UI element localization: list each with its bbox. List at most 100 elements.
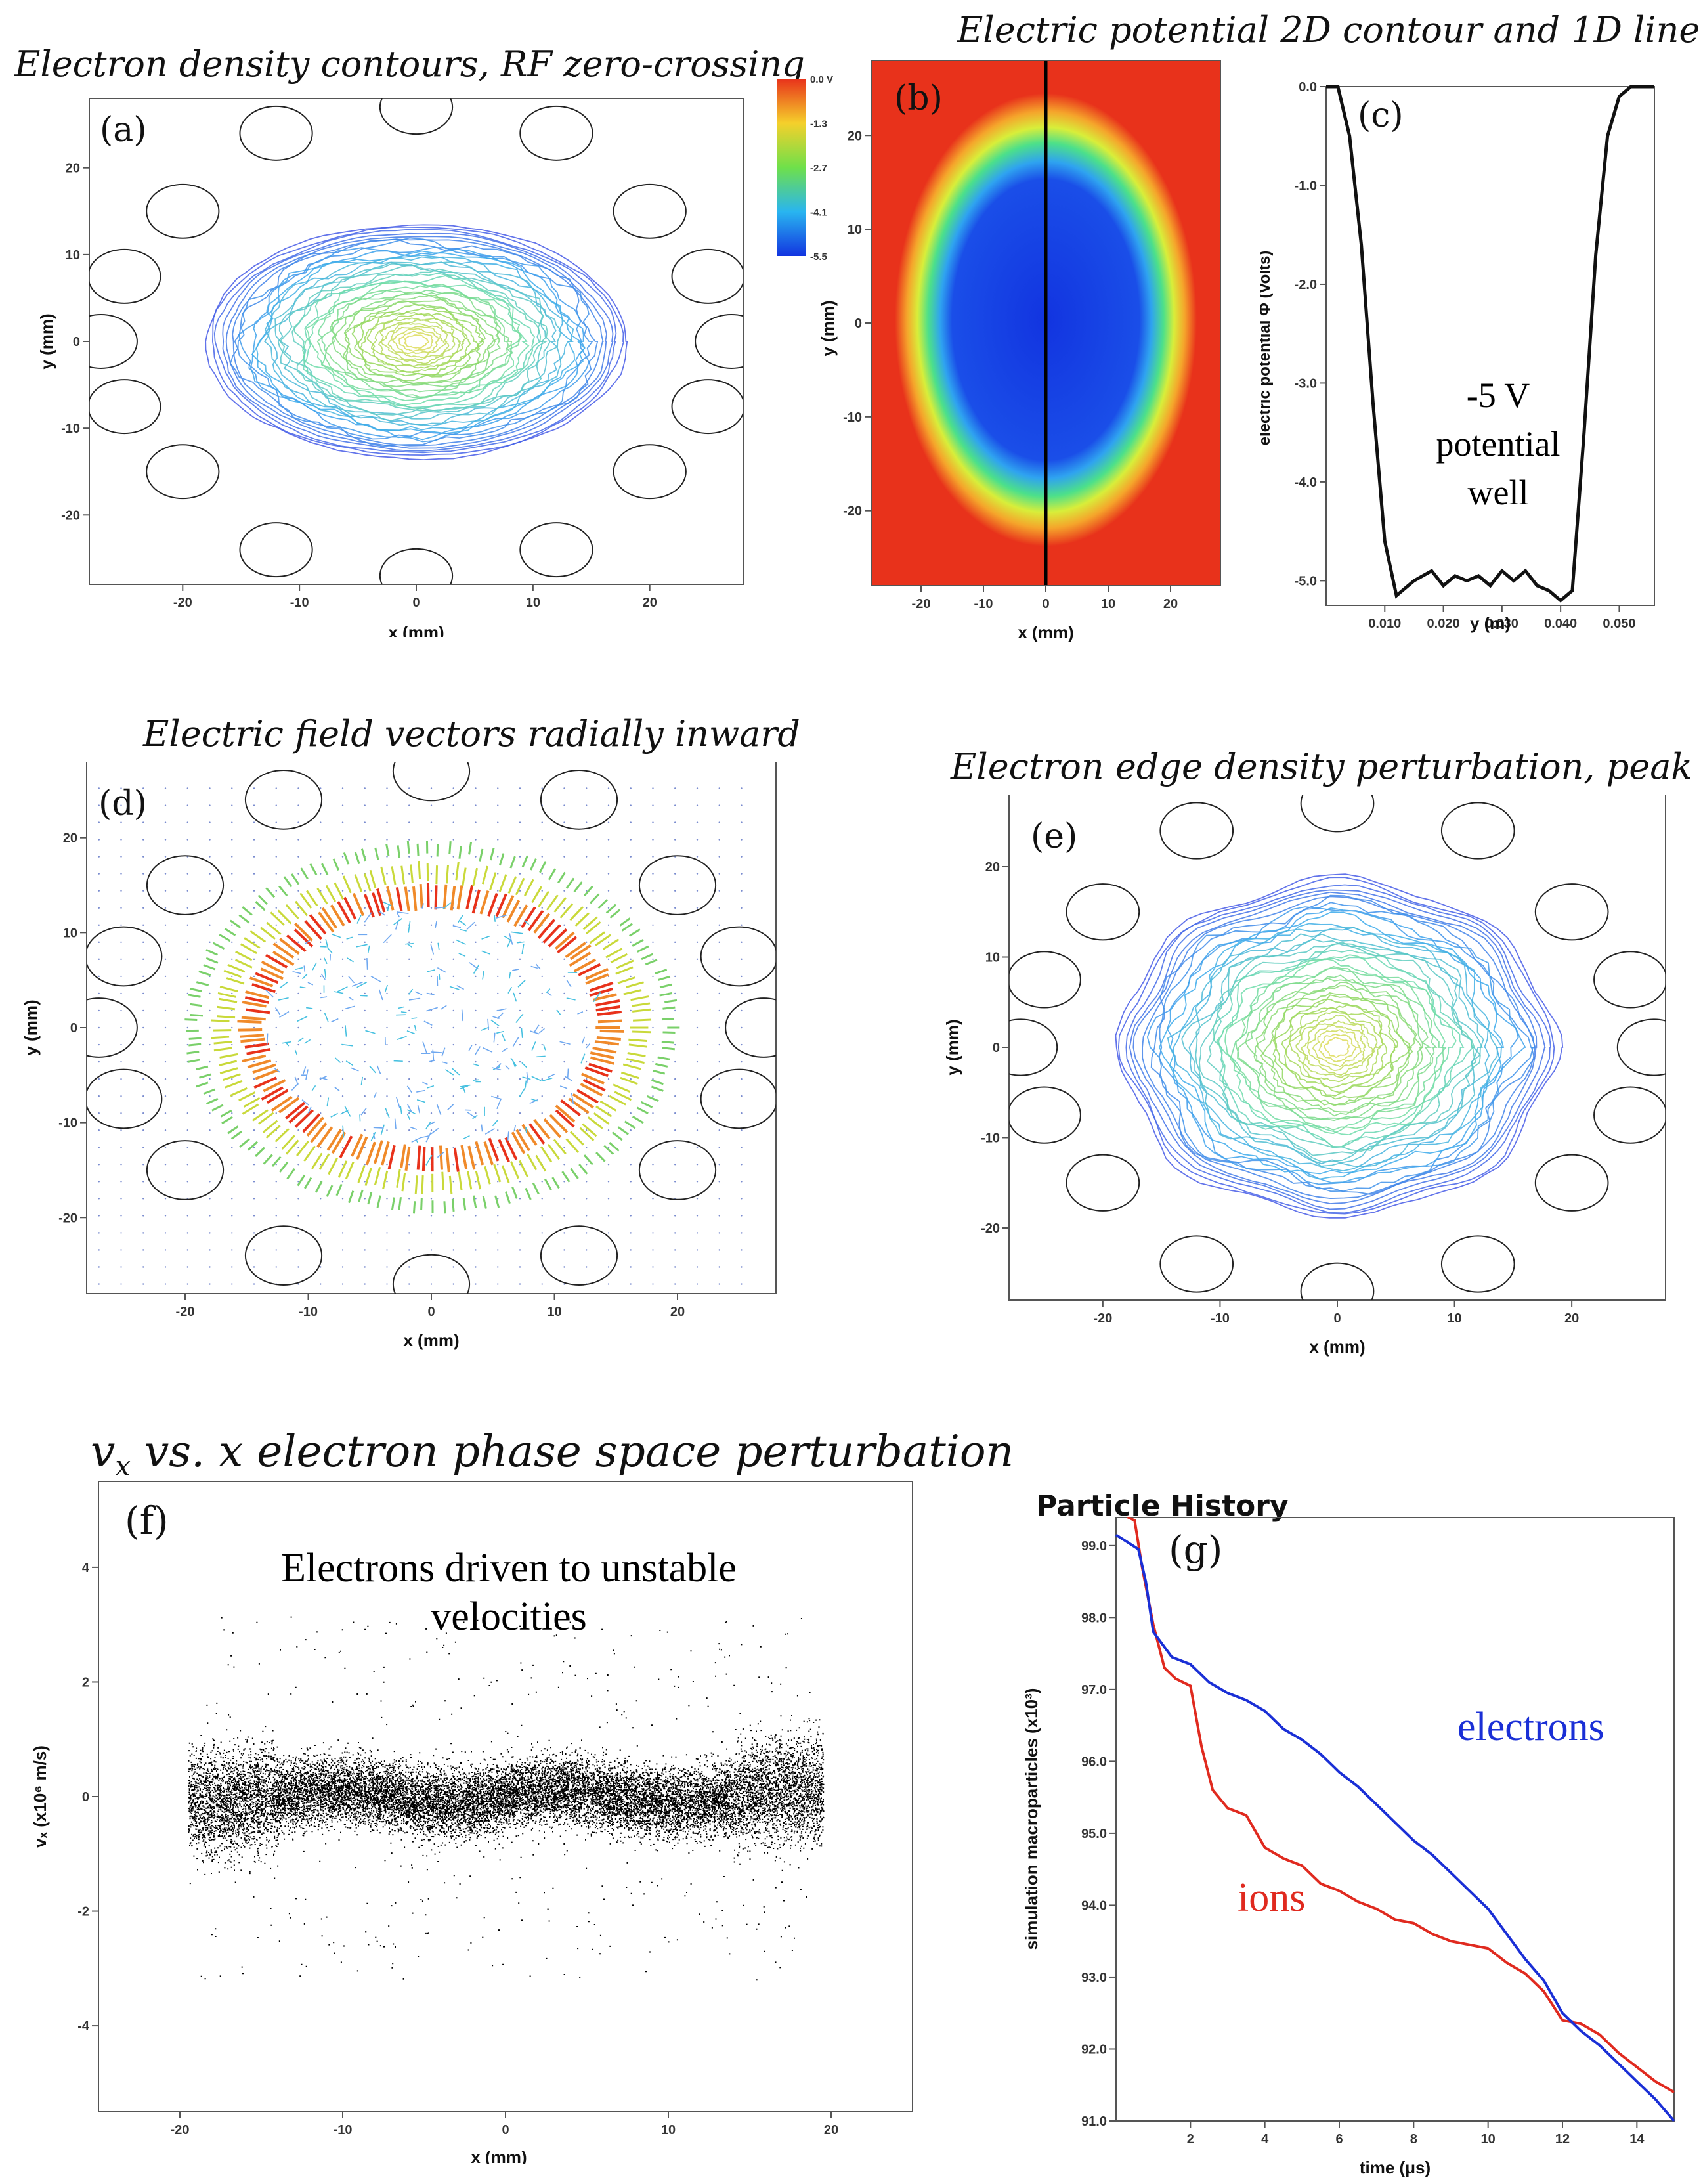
panel-d-grid-dot bbox=[186, 1129, 188, 1131]
panel-d-inner-vector bbox=[496, 914, 507, 919]
panel-d-inner-vector bbox=[509, 933, 513, 945]
panel-d-grid-dot bbox=[475, 958, 477, 961]
panel-d-field-vector bbox=[255, 1068, 279, 1080]
panel-d-grid-dot bbox=[142, 1060, 144, 1063]
panel-d-electrode-hole bbox=[87, 997, 138, 1058]
panel-d-grid-dot bbox=[386, 1129, 388, 1131]
panel-d-field-vector bbox=[551, 1177, 560, 1189]
panel-d-inner-vector bbox=[266, 1033, 269, 1045]
panel-d-grid-dot bbox=[341, 787, 344, 789]
panel-d-grid-dot bbox=[186, 873, 188, 875]
panel-d-inner-vector bbox=[421, 903, 424, 909]
panel-d-field-vector bbox=[385, 843, 390, 857]
panel-d-electrode-hole bbox=[392, 1254, 471, 1294]
panel-d-grid-dot bbox=[718, 1232, 720, 1234]
panel-d-inner-vector bbox=[531, 1041, 536, 1051]
panel-d-grid-dot bbox=[586, 839, 588, 841]
panel-d-inner-vector bbox=[395, 1097, 400, 1108]
panel-e-electrode-hole bbox=[1159, 802, 1234, 860]
panel-d-field-vector bbox=[217, 1015, 236, 1019]
panel-d-grid-dot bbox=[475, 1164, 477, 1166]
panel-d-grid-dot bbox=[497, 1164, 499, 1166]
panel-d-grid-dot bbox=[674, 1078, 676, 1080]
panel-d-grid-dot bbox=[231, 839, 233, 841]
panel-d-grid-dot bbox=[341, 821, 344, 823]
panel-d-grid-dot bbox=[320, 821, 322, 823]
panel-a-electrode-hole bbox=[519, 105, 593, 161]
panel-d-inner-vector bbox=[468, 1045, 473, 1051]
panel-d-grid-dot bbox=[541, 856, 543, 858]
panel-d-grid-dot bbox=[652, 873, 654, 875]
panel-d-grid-dot bbox=[186, 1026, 188, 1029]
panel-d-grid-dot bbox=[674, 941, 676, 944]
panel-d-grid-dot bbox=[297, 787, 299, 789]
panel-d-field-vector bbox=[655, 1062, 668, 1068]
panel-d-grid-dot bbox=[164, 975, 167, 978]
panel-d-grid-dot bbox=[120, 1181, 122, 1183]
panel-a-electrode-hole bbox=[613, 444, 687, 500]
panel-d-grid-dot bbox=[519, 1026, 521, 1029]
panel-d-grid-dot bbox=[142, 1078, 144, 1080]
panel-d-field-vector bbox=[309, 914, 327, 935]
panel-d-grid-dot bbox=[607, 1095, 610, 1097]
panel-d-grid-dot bbox=[541, 890, 543, 892]
panel-d-grid-dot bbox=[98, 839, 100, 841]
panel-g-xtick-label: 14 bbox=[1629, 2132, 1645, 2147]
panel-d-field-vector bbox=[553, 897, 567, 913]
panel-d-grid-dot bbox=[275, 1043, 277, 1046]
panel-d-grid-dot bbox=[541, 941, 543, 944]
panel-d-field-vector bbox=[387, 1145, 396, 1169]
panel-d-field-vector bbox=[335, 1183, 343, 1196]
panel-d-grid-dot bbox=[630, 1232, 632, 1234]
panel-d-grid-dot bbox=[519, 1283, 521, 1285]
panel-a-ytick-label: 10 bbox=[66, 248, 80, 263]
panel-d-grid-dot bbox=[297, 1198, 299, 1200]
panel-d-inner-vector bbox=[348, 976, 355, 984]
panel-d-field-vector bbox=[217, 992, 236, 998]
panel-d-grid-dot bbox=[430, 924, 433, 926]
panel-d-field-vector bbox=[260, 967, 284, 980]
panel-e-density-contour bbox=[1285, 1007, 1388, 1089]
panel-f-annotation-line1: Electrons driven to unstable bbox=[281, 1546, 737, 1590]
panel-e-density-contour bbox=[1125, 884, 1552, 1214]
panel-d-grid-dot bbox=[718, 873, 720, 875]
panel-d-grid-dot bbox=[607, 1181, 610, 1183]
panel-d-electrode-hole bbox=[540, 770, 618, 830]
panel-d-field-vector bbox=[489, 848, 495, 861]
panel-d-grid-dot bbox=[164, 856, 167, 858]
panel-e-density-contour bbox=[1260, 992, 1413, 1106]
panel-d-inner-vector bbox=[546, 991, 552, 997]
panel-d-grid-dot bbox=[231, 1232, 233, 1234]
panel-a-electrode-hole bbox=[146, 444, 220, 500]
panel-d-grid-dot bbox=[253, 1060, 255, 1063]
panel-d-grid-dot bbox=[142, 873, 144, 875]
panel-d-field-vector bbox=[367, 1192, 373, 1205]
panel-d-grid-dot bbox=[652, 1095, 654, 1097]
panel-d-grid-dot bbox=[607, 1198, 610, 1200]
panel-d-inner-vector bbox=[406, 1113, 411, 1120]
panel-d-grid-dot bbox=[452, 1283, 454, 1285]
panel-d-grid-dot bbox=[341, 1249, 344, 1251]
panel-d-grid-dot bbox=[120, 1043, 122, 1046]
panel-d-field-vector bbox=[590, 1056, 614, 1065]
panel-d-grid-dot bbox=[253, 1026, 255, 1029]
panel-d-grid-dot bbox=[452, 1249, 454, 1251]
panel-d-grid-dot bbox=[386, 787, 388, 789]
panel-d-grid-dot bbox=[364, 992, 366, 995]
panel-b-label: (b) bbox=[894, 79, 943, 118]
panel-d-grid-dot bbox=[630, 941, 632, 944]
panel-d-grid-dot bbox=[497, 873, 499, 875]
panel-d-inner-vector bbox=[581, 1036, 586, 1044]
panel-b-colorbar-label: -1.3 bbox=[810, 119, 827, 130]
panel-d-field-vector bbox=[266, 921, 282, 936]
panel-b-ytick-label: 20 bbox=[848, 129, 862, 143]
panel-d-grid-dot bbox=[430, 907, 433, 909]
panel-d-inner-vector bbox=[586, 1043, 591, 1049]
panel-d-inner-vector bbox=[425, 1132, 432, 1143]
panel-d-grid-dot bbox=[142, 1043, 144, 1046]
panel-d-inner-vector bbox=[312, 962, 317, 971]
panel-d-field-vector bbox=[245, 990, 270, 999]
panel-d-field-vector bbox=[565, 942, 586, 959]
panel-d-grid-dot bbox=[475, 924, 477, 926]
